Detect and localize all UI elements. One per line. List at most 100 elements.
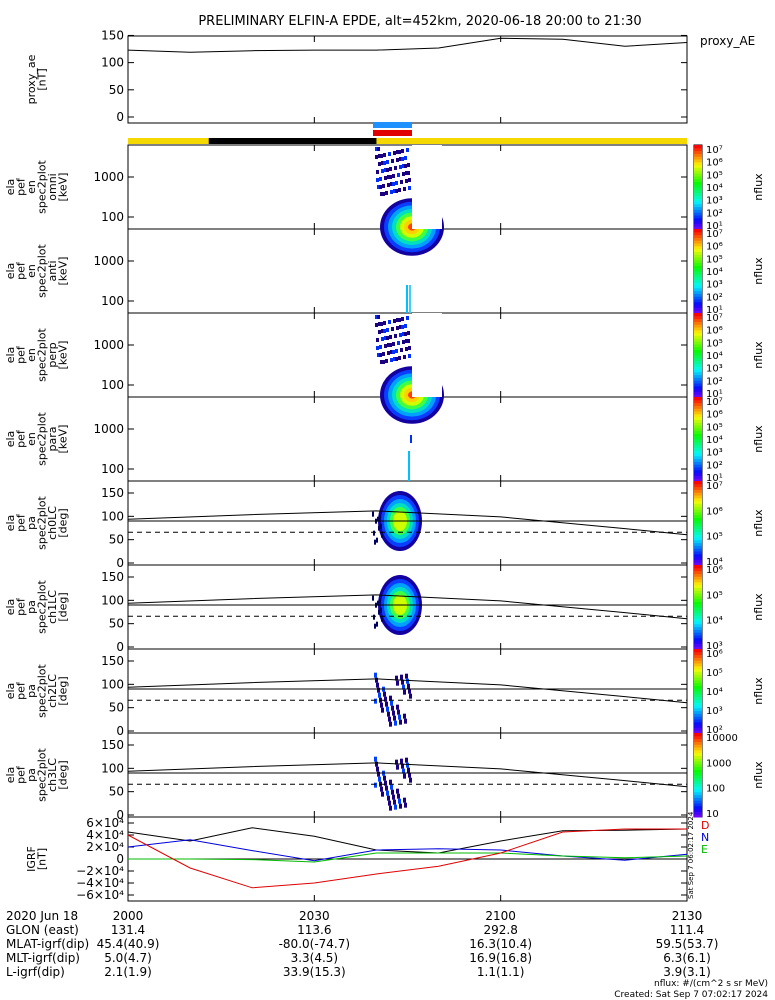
spectrogram-pixel <box>406 148 409 152</box>
pitch-angle-pixel <box>375 677 378 683</box>
spectrogram-pixel <box>399 325 402 329</box>
pitch-angle-pixel <box>403 689 406 695</box>
colorbar-tick-label: 10² <box>706 460 723 471</box>
colorbar-segment <box>694 783 702 787</box>
colorbar-segment <box>694 419 702 423</box>
pitch-angle-ylabel-line: pef <box>14 681 27 700</box>
y-tick-label: 1000 <box>93 338 124 352</box>
pitch-angle-ylabel-line: pa <box>25 516 38 530</box>
spectrogram-pixel <box>384 168 387 172</box>
spectrogram-pixel <box>404 156 407 160</box>
colorbar-tick-label: 100 <box>706 784 725 795</box>
spectrogram-pixel <box>382 184 385 188</box>
pitch-angle-pixel <box>404 802 407 808</box>
energy-spectrogram-ylabel-line: ela <box>4 263 17 280</box>
colorbar-tick-label: 10⁴ <box>706 183 723 194</box>
y-tick-label: 150 <box>101 654 124 668</box>
ephemeris-time-tick: 2130 <box>672 909 703 923</box>
y-tick-label: 100 <box>101 509 124 523</box>
colorbar-segment <box>694 287 702 292</box>
colorbar-tick-label: 10² <box>706 376 723 387</box>
pitch-angle-pixel <box>396 680 399 686</box>
spectrogram-pixel <box>387 183 390 187</box>
spectrogram-pixel <box>401 149 404 153</box>
igrf-east-line <box>128 852 688 863</box>
pitch-angle-pixel <box>374 623 376 629</box>
pitch-angle-pixel <box>406 762 409 768</box>
colorbar-segment <box>694 590 702 594</box>
colorbar-segment <box>694 397 702 401</box>
spectrogram-pixel <box>407 339 410 343</box>
colorbar-tick-label: 10⁶ <box>706 506 723 517</box>
colorbar-segment <box>694 679 702 684</box>
colorbar-segment <box>694 623 702 628</box>
colorbar-tick-label: 10⁶ <box>706 410 723 421</box>
spectrogram-pixel <box>396 158 399 162</box>
pitch-angle-pixel <box>388 800 391 806</box>
loss-cone-curve <box>127 510 688 536</box>
pitch-angle-pixel <box>402 684 405 690</box>
colorbar-segment <box>694 749 702 754</box>
spectrogram-pixel <box>396 318 399 322</box>
colorbar-segment <box>694 654 702 658</box>
pitch-angle-pixel <box>401 679 404 685</box>
pitch-angle-pixel <box>398 714 401 720</box>
spectrogram-pixel <box>386 168 389 172</box>
colorbar-segment <box>694 338 702 342</box>
pitch-angle-pixel <box>376 682 379 688</box>
spectrogram-pixel <box>405 171 408 175</box>
y-tick-label: 100 <box>101 593 124 607</box>
pitch-angle-pixel <box>378 609 380 615</box>
pitch-angle-pixel <box>400 758 403 764</box>
colorbar-segment <box>694 621 702 625</box>
colorbar-segment <box>694 646 702 650</box>
colorbar-segment <box>694 805 702 810</box>
energy-spectrogram-ylabel-line: spec2plot <box>35 244 48 298</box>
colorbar-segment <box>694 455 702 460</box>
colorbar-segment <box>694 489 702 493</box>
pitch-angle-pixel <box>408 688 411 694</box>
colorbar-tick-label: 10⁷ <box>706 481 723 492</box>
colorbar-tick-label: 10⁵ <box>706 668 723 679</box>
igrf-ylabel-line: [nT] <box>35 848 48 870</box>
colorbar-segment <box>694 156 702 160</box>
colorbar-tick-label: 10³ <box>706 641 723 652</box>
colorbar-segment <box>694 688 702 692</box>
colorbar-segment <box>694 551 702 555</box>
colorbar-tick-label: 10⁶ <box>706 326 723 337</box>
y-tick-label: −4×10⁴ <box>76 876 124 890</box>
igrf-ylabel-line: IGRF <box>25 846 38 872</box>
spectrogram-pixel <box>404 324 407 328</box>
colorbar-segment <box>694 290 702 294</box>
colorbar-segment <box>694 335 702 339</box>
pitch-angle-ylabel-line: [deg] <box>56 508 69 537</box>
colorbar-segment <box>694 318 702 322</box>
spectrogram-pixel <box>375 323 378 327</box>
colorbar-segment <box>694 637 702 642</box>
igrf-ylabel: IGRF[nT] <box>25 846 49 872</box>
colorbar-segment <box>694 520 702 524</box>
colorbar-segment <box>694 593 702 597</box>
spectrogram-pixel <box>399 333 402 337</box>
colorbar-segment <box>694 601 702 605</box>
pitch-angle-pixel <box>381 532 383 538</box>
colorbar-segment <box>694 268 702 272</box>
energy-spectrogram-ylabel-line: en <box>25 264 38 278</box>
colorbar-segment <box>694 545 702 549</box>
colorbar-tick-label: 10³ <box>706 280 723 291</box>
spectrogram-pixel <box>397 341 400 345</box>
colorbar-segment <box>694 304 702 308</box>
colorbar-segment <box>694 360 702 364</box>
energy-spectrogram-ylabel-line: en <box>25 348 38 362</box>
colorbar-segment <box>694 388 702 392</box>
ephemeris-value: 1.1(1.1) <box>477 965 525 979</box>
pitch-angle-pixel <box>376 766 379 772</box>
colorbar-segment <box>694 514 702 518</box>
colorbar-segment <box>694 475 702 479</box>
pitch-angle-ylabel-line: ela <box>4 599 17 616</box>
spectrogram-pixel <box>383 321 386 325</box>
colorbar-segment <box>694 366 702 370</box>
colorbar-segment <box>694 327 702 331</box>
colorbar-segment <box>694 721 702 726</box>
pitch-angle-pixel <box>389 721 392 727</box>
